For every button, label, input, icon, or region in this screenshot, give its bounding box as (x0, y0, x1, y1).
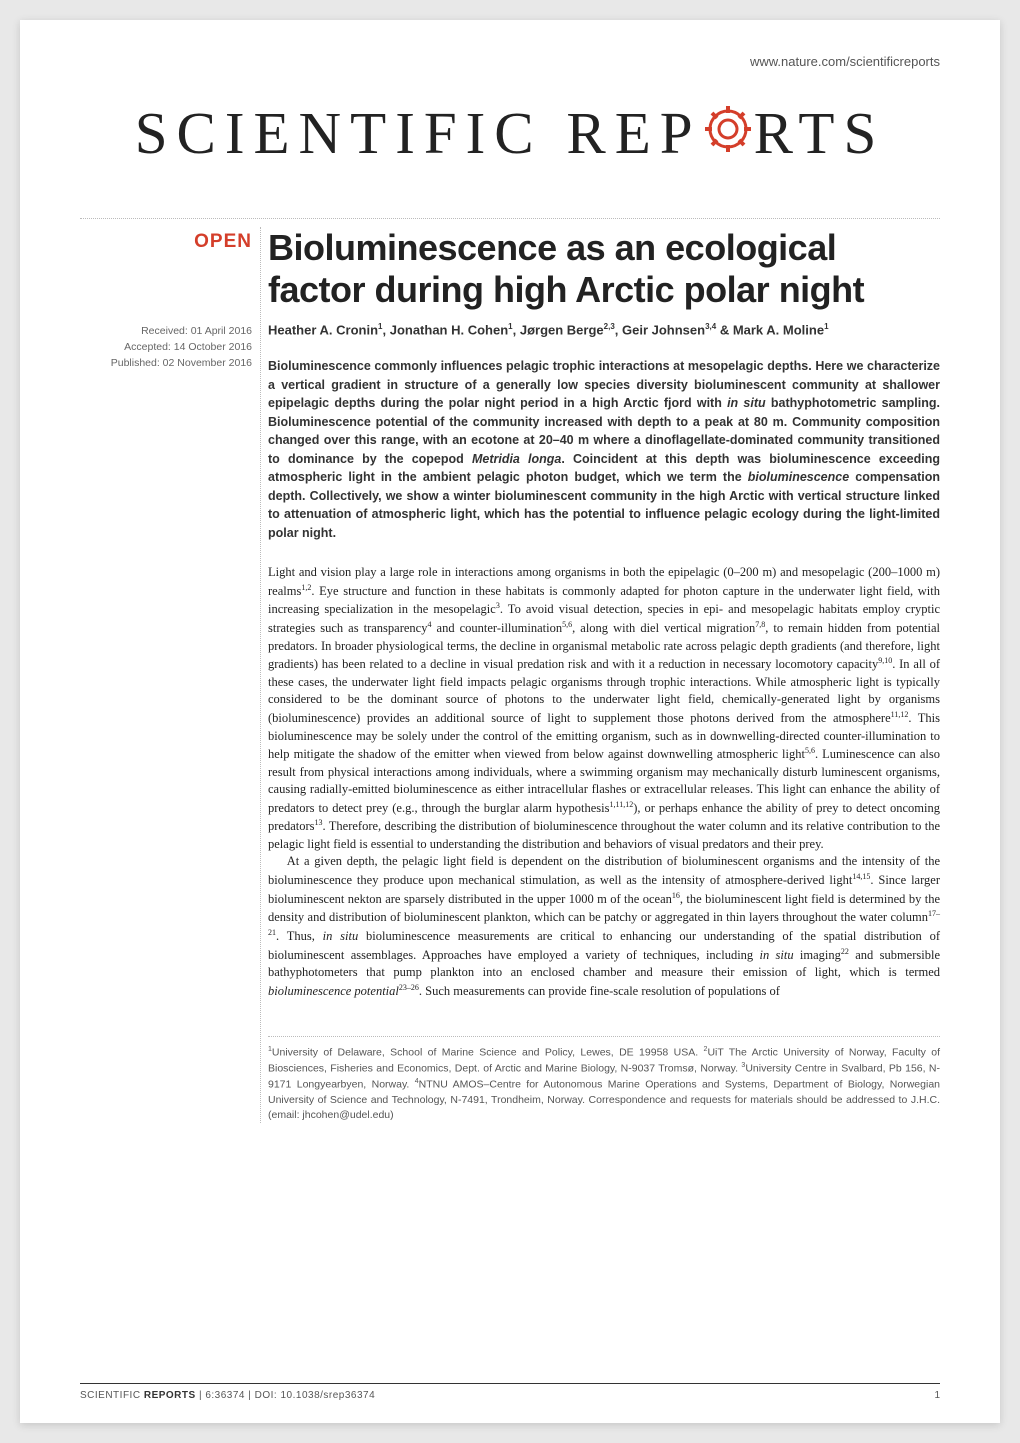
right-column: Bioluminescence as an ecological factor … (268, 227, 940, 1123)
paragraph-1: Light and vision play a large role in in… (268, 564, 940, 853)
journal-logo: SCIENTIFIC REP RTS (80, 99, 940, 174)
divider (80, 218, 940, 219)
paragraph-2: At a given depth, the pelagic light fiel… (268, 853, 940, 1000)
abstract: Bioluminescence commonly influences pela… (268, 357, 940, 542)
footer: SCIENTIFIC REPORTS | 6:36374 | DOI: 10.1… (80, 1383, 940, 1401)
date-received: Received: 01 April 2016 (80, 325, 252, 337)
date-published: Published: 02 November 2016 (80, 357, 252, 369)
date-accepted: Accepted: 14 October 2016 (80, 341, 252, 353)
affiliations: 1University of Delaware, School of Marin… (268, 1036, 940, 1123)
footer-citation: SCIENTIFIC REPORTS | 6:36374 | DOI: 10.1… (80, 1390, 375, 1401)
left-column: OPEN Received: 01 April 2016 Accepted: 1… (80, 227, 252, 1123)
article-title: Bioluminescence as an ecological factor … (268, 227, 940, 312)
page: www.nature.com/scientificreports SCIENTI… (20, 20, 1000, 1423)
open-badge: OPEN (80, 231, 252, 253)
journal-name-part2: REP (566, 100, 701, 166)
body-text: Light and vision play a large role in in… (268, 564, 940, 1000)
gear-icon (702, 101, 754, 170)
vertical-divider (260, 227, 261, 1123)
header-url: www.nature.com/scientificreports (80, 54, 940, 69)
authors: Heather A. Cronin1, Jonathan H. Cohen1, … (268, 322, 940, 337)
journal-name-part1: SCIENTIFIC (135, 100, 567, 166)
journal-name-part3: RTS (754, 100, 886, 166)
page-number: 1 (934, 1390, 940, 1401)
content-grid: OPEN Received: 01 April 2016 Accepted: 1… (80, 227, 940, 1123)
